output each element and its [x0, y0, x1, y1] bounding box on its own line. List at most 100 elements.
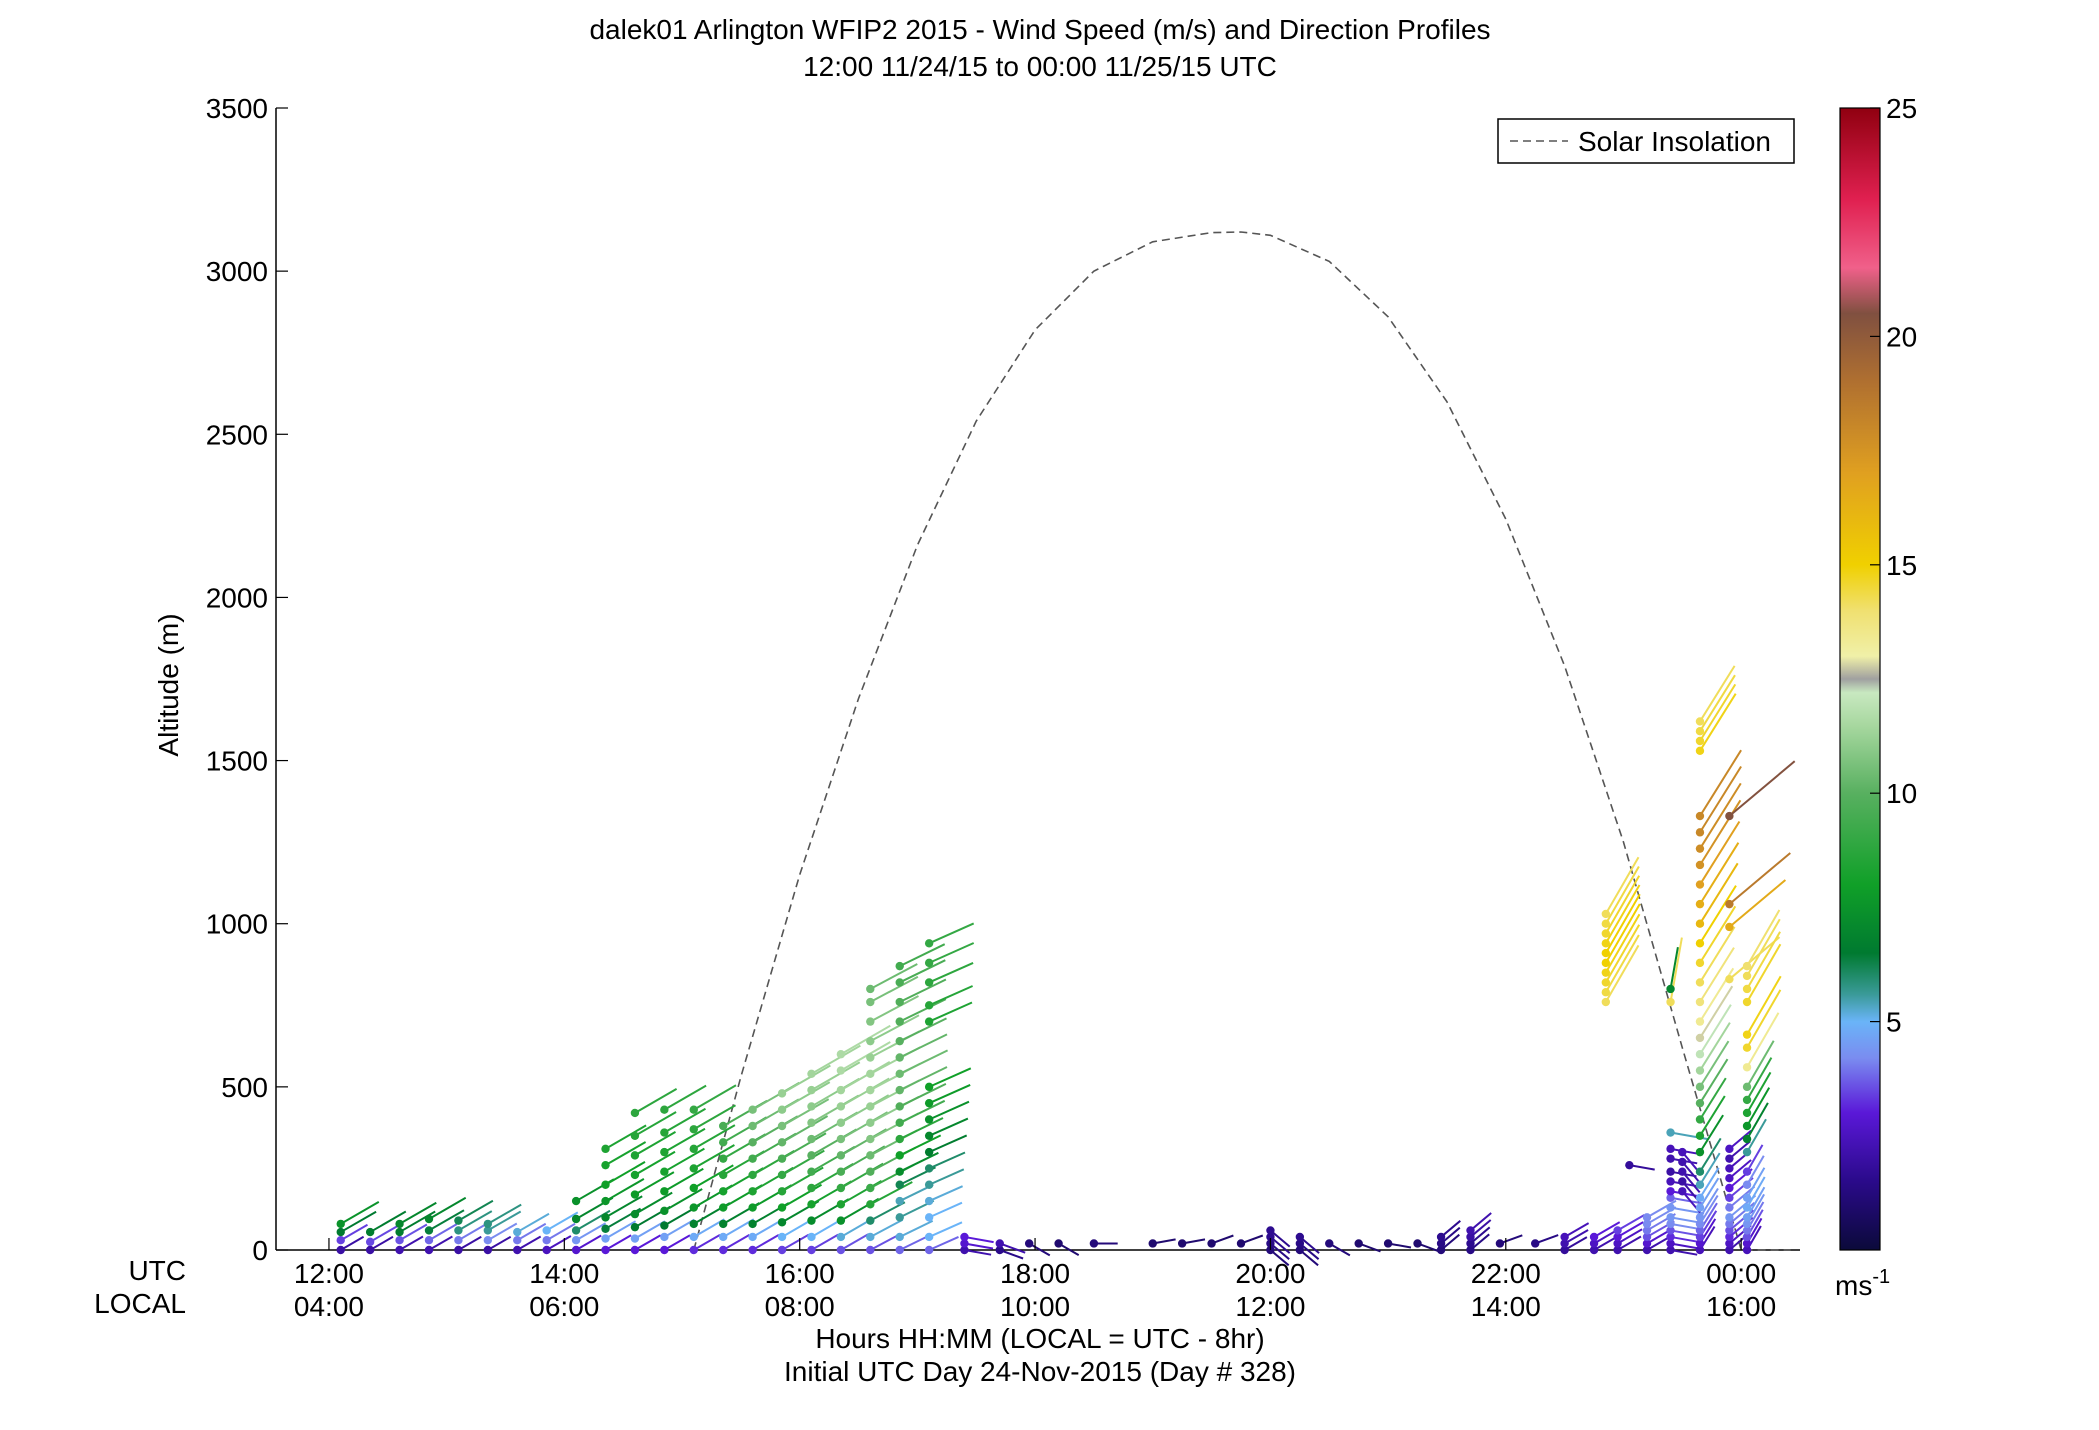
wind-barb-point	[1602, 978, 1610, 986]
wind-barb-point	[1696, 1066, 1704, 1074]
wind-barb-point	[896, 1151, 904, 1159]
wind-barb-point	[572, 1226, 580, 1234]
wind-barb-stem	[929, 986, 972, 1005]
y-tick-label: 500	[221, 1072, 268, 1103]
wind-barb-point	[719, 1246, 727, 1254]
wind-barb-point	[1666, 1187, 1674, 1195]
wind-barb-point	[807, 1151, 815, 1159]
wind-barb-point	[1413, 1239, 1421, 1247]
wind-barb-point	[960, 1233, 968, 1241]
wind-barb-point	[660, 1105, 668, 1113]
wind-barb-point	[454, 1226, 462, 1234]
y-tick-label: 2500	[206, 419, 268, 450]
wind-barb-stem	[782, 1099, 829, 1126]
wind-barb-point	[748, 1138, 756, 1146]
wind-barb-stem	[458, 1224, 486, 1240]
wind-barb-point	[748, 1246, 756, 1254]
wind-barb-point	[1666, 1128, 1674, 1136]
wind-barb-point	[866, 1017, 874, 1025]
wind-barb-point	[601, 1225, 609, 1233]
wind-barb-point	[925, 1017, 933, 1025]
wind-barb-point	[1696, 1034, 1704, 1042]
wind-barb-point	[778, 1138, 786, 1146]
wind-barb-point	[837, 1066, 845, 1074]
wind-barb-stem	[964, 1243, 993, 1248]
colorbar-unit: ms	[1835, 1270, 1872, 1301]
wind-barb-point	[1207, 1239, 1215, 1247]
wind-barb-point	[601, 1197, 609, 1205]
wind-barb-point	[1696, 727, 1704, 735]
wind-barb-point	[837, 1233, 845, 1241]
wind-barb-point	[1696, 1148, 1704, 1156]
wind-barb-point	[337, 1236, 345, 1244]
wind-barb-point	[1325, 1239, 1333, 1247]
wind-barb-point	[1743, 1203, 1751, 1211]
wind-barb-point	[1743, 1030, 1751, 1038]
wind-barb-point	[1743, 985, 1751, 993]
x-axis-label: Hours HH:MM (LOCAL = UTC - 8hr)	[815, 1323, 1264, 1354]
wind-barb-point	[1696, 1115, 1704, 1123]
colorbar-tick-label: 25	[1886, 93, 1917, 124]
wind-barb-point	[925, 1181, 933, 1189]
wind-barb-point	[896, 1181, 904, 1189]
wind-barb-point	[1666, 1145, 1674, 1153]
wind-barb-point	[1696, 920, 1704, 928]
wind-barb-point	[719, 1122, 727, 1130]
wind-barb-point	[1743, 1213, 1751, 1221]
wind-barb-point	[925, 939, 933, 947]
wind-barb-point	[395, 1228, 403, 1236]
wind-barb-point	[366, 1246, 374, 1254]
wind-barb-point	[778, 1089, 786, 1097]
wind-barb-point	[1266, 1226, 1274, 1234]
wind-barb-point	[631, 1132, 639, 1140]
wind-barb-point	[631, 1171, 639, 1179]
wind-barb-point	[1025, 1239, 1033, 1247]
x-tick-label-local: 04:00	[294, 1291, 364, 1322]
wind-barb-point	[1743, 1044, 1751, 1052]
wind-barb-point	[837, 1184, 845, 1192]
wind-barb-point	[1384, 1239, 1392, 1247]
wind-barb-point	[896, 1213, 904, 1221]
wind-barb-point	[925, 1099, 933, 1107]
wind-barb-point	[807, 1070, 815, 1078]
wind-barb-stem	[870, 996, 918, 1022]
wind-barb-point	[778, 1218, 786, 1226]
wind-barb-point	[1090, 1239, 1098, 1247]
wind-barb-stem	[964, 1237, 993, 1242]
wind-barb-point	[660, 1128, 668, 1136]
wind-barb-point	[337, 1228, 345, 1236]
wind-barb-point	[1743, 1194, 1751, 1202]
wind-barb-point	[866, 1119, 874, 1127]
wind-barb-stem	[664, 1129, 705, 1152]
colorbar-gradient	[1840, 108, 1880, 1250]
wind-barb-point	[395, 1236, 403, 1244]
wind-barb-point	[631, 1210, 639, 1218]
wind-barb-point	[660, 1187, 668, 1195]
x-tick-label-utc: 20:00	[1235, 1258, 1305, 1289]
wind-barb-point	[866, 1246, 874, 1254]
wind-barb-point	[866, 1151, 874, 1159]
wind-barb-point	[1725, 812, 1733, 820]
wind-barb-point	[896, 1233, 904, 1241]
wind-barb-point	[1237, 1239, 1245, 1247]
wind-barb-point	[896, 1017, 904, 1025]
wind-barb-stem	[488, 1224, 517, 1241]
x-tick-label-local: 06:00	[529, 1291, 599, 1322]
wind-barb-point	[660, 1221, 668, 1229]
wind-barb-stem	[429, 1198, 466, 1219]
wind-barb-stem	[870, 977, 918, 1002]
wind-barb-point	[1696, 717, 1704, 725]
wind-barb-stem	[1747, 976, 1781, 1034]
wind-barb-point	[1696, 812, 1704, 820]
wind-barb-point	[807, 1119, 815, 1127]
wind-barb-point	[1696, 1194, 1704, 1202]
y-tick-label: 3000	[206, 256, 268, 287]
wind-barb-point	[866, 998, 874, 1006]
wind-barb-point	[896, 978, 904, 986]
wind-barb-point	[601, 1145, 609, 1153]
wind-barb-point	[1696, 959, 1704, 967]
wind-barb-point	[925, 1148, 933, 1156]
x-tick-label-local: 08:00	[765, 1291, 835, 1322]
